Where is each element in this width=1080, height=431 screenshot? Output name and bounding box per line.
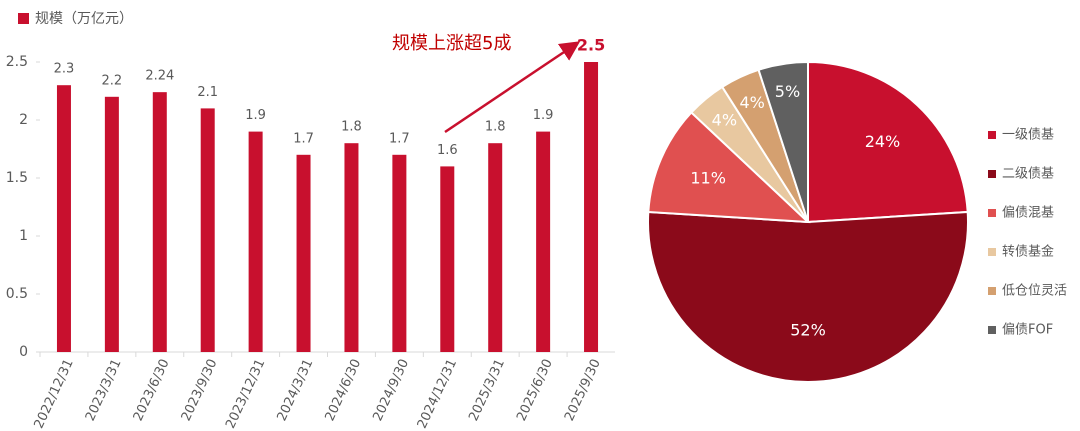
bar bbox=[56, 85, 71, 352]
x-tick-label: 2025/9/30 bbox=[562, 357, 604, 424]
x-tick-label: 2023/12/31 bbox=[223, 357, 268, 431]
legend-swatch bbox=[988, 209, 996, 217]
data-label: 4% bbox=[739, 93, 764, 112]
y-tick-label: 2.5 bbox=[6, 54, 28, 70]
x-tick-label: 2023/3/31 bbox=[83, 357, 125, 424]
x-tick-label: 2023/9/30 bbox=[179, 357, 221, 424]
data-label: 1.9 bbox=[245, 108, 266, 123]
pie-slice bbox=[647, 210, 969, 384]
legend-swatch bbox=[988, 131, 996, 139]
x-tick-label: 2024/3/31 bbox=[275, 357, 317, 424]
data-label: 11% bbox=[690, 168, 726, 187]
legend-swatch bbox=[988, 287, 996, 295]
legend-label: 偏债混基 bbox=[1002, 206, 1054, 221]
legend-swatch bbox=[988, 248, 996, 256]
legend-label: 偏债FOF bbox=[1002, 323, 1053, 338]
data-label: 1.7 bbox=[389, 131, 410, 146]
data-label: 5% bbox=[775, 82, 800, 101]
bar bbox=[200, 108, 215, 353]
pie-slice bbox=[757, 60, 809, 223]
bar bbox=[296, 154, 311, 352]
data-label: 1.9 bbox=[533, 108, 554, 123]
bar bbox=[248, 131, 263, 352]
data-label: 52% bbox=[790, 320, 826, 339]
legend-label: 转债基金 bbox=[1002, 244, 1054, 260]
data-label: 1.8 bbox=[341, 120, 362, 135]
legend-label: 二级债基 bbox=[1002, 167, 1054, 182]
x-tick-label: 2024/12/31 bbox=[415, 357, 460, 431]
pie-slice bbox=[807, 60, 969, 224]
data-label: 4% bbox=[712, 110, 737, 129]
bar bbox=[584, 62, 599, 352]
data-label: 24% bbox=[865, 132, 901, 151]
y-tick-label: 0 bbox=[19, 344, 28, 360]
annotation-arrow bbox=[444, 41, 581, 134]
bar bbox=[488, 143, 503, 352]
legend-label: 低仓位灵活 bbox=[1002, 284, 1067, 299]
data-label: 1.8 bbox=[485, 120, 506, 135]
x-tick-label: 2022/12/31 bbox=[31, 357, 76, 431]
y-tick-label: 1.5 bbox=[6, 170, 28, 186]
data-label: 2.24 bbox=[145, 69, 174, 84]
bar bbox=[104, 96, 119, 352]
bar bbox=[392, 154, 407, 352]
y-tick-label: 2 bbox=[19, 112, 28, 128]
data-label: 1.7 bbox=[293, 131, 314, 146]
data-label: 2.1 bbox=[197, 85, 218, 100]
x-tick-label: 2025/3/31 bbox=[466, 357, 508, 424]
data-label: 2.2 bbox=[102, 73, 123, 88]
legend-swatch bbox=[988, 170, 996, 178]
x-tick-label: 2024/6/30 bbox=[322, 357, 364, 424]
y-tick-label: 0.5 bbox=[6, 286, 28, 302]
y-tick-label: 1 bbox=[19, 228, 28, 244]
bar bbox=[344, 143, 359, 352]
bar bbox=[152, 92, 167, 352]
x-tick-label: 2025/6/30 bbox=[514, 357, 556, 424]
legend-label: 规模（万亿元） bbox=[35, 11, 133, 27]
data-label: 1.6 bbox=[437, 143, 458, 158]
bar bbox=[536, 131, 551, 352]
x-tick-label: 2023/6/30 bbox=[131, 357, 173, 424]
legend-swatch bbox=[988, 326, 996, 334]
data-label: 2.3 bbox=[54, 62, 75, 77]
data-label: 2.5 bbox=[577, 36, 605, 55]
bar bbox=[440, 166, 455, 352]
annotation: 规模上涨超5成 bbox=[392, 33, 511, 54]
legend-swatch bbox=[18, 13, 29, 24]
legend-label: 一级债基 bbox=[1002, 128, 1054, 143]
pie-slice bbox=[647, 111, 811, 224]
x-tick-label: 2024/9/30 bbox=[370, 357, 412, 424]
